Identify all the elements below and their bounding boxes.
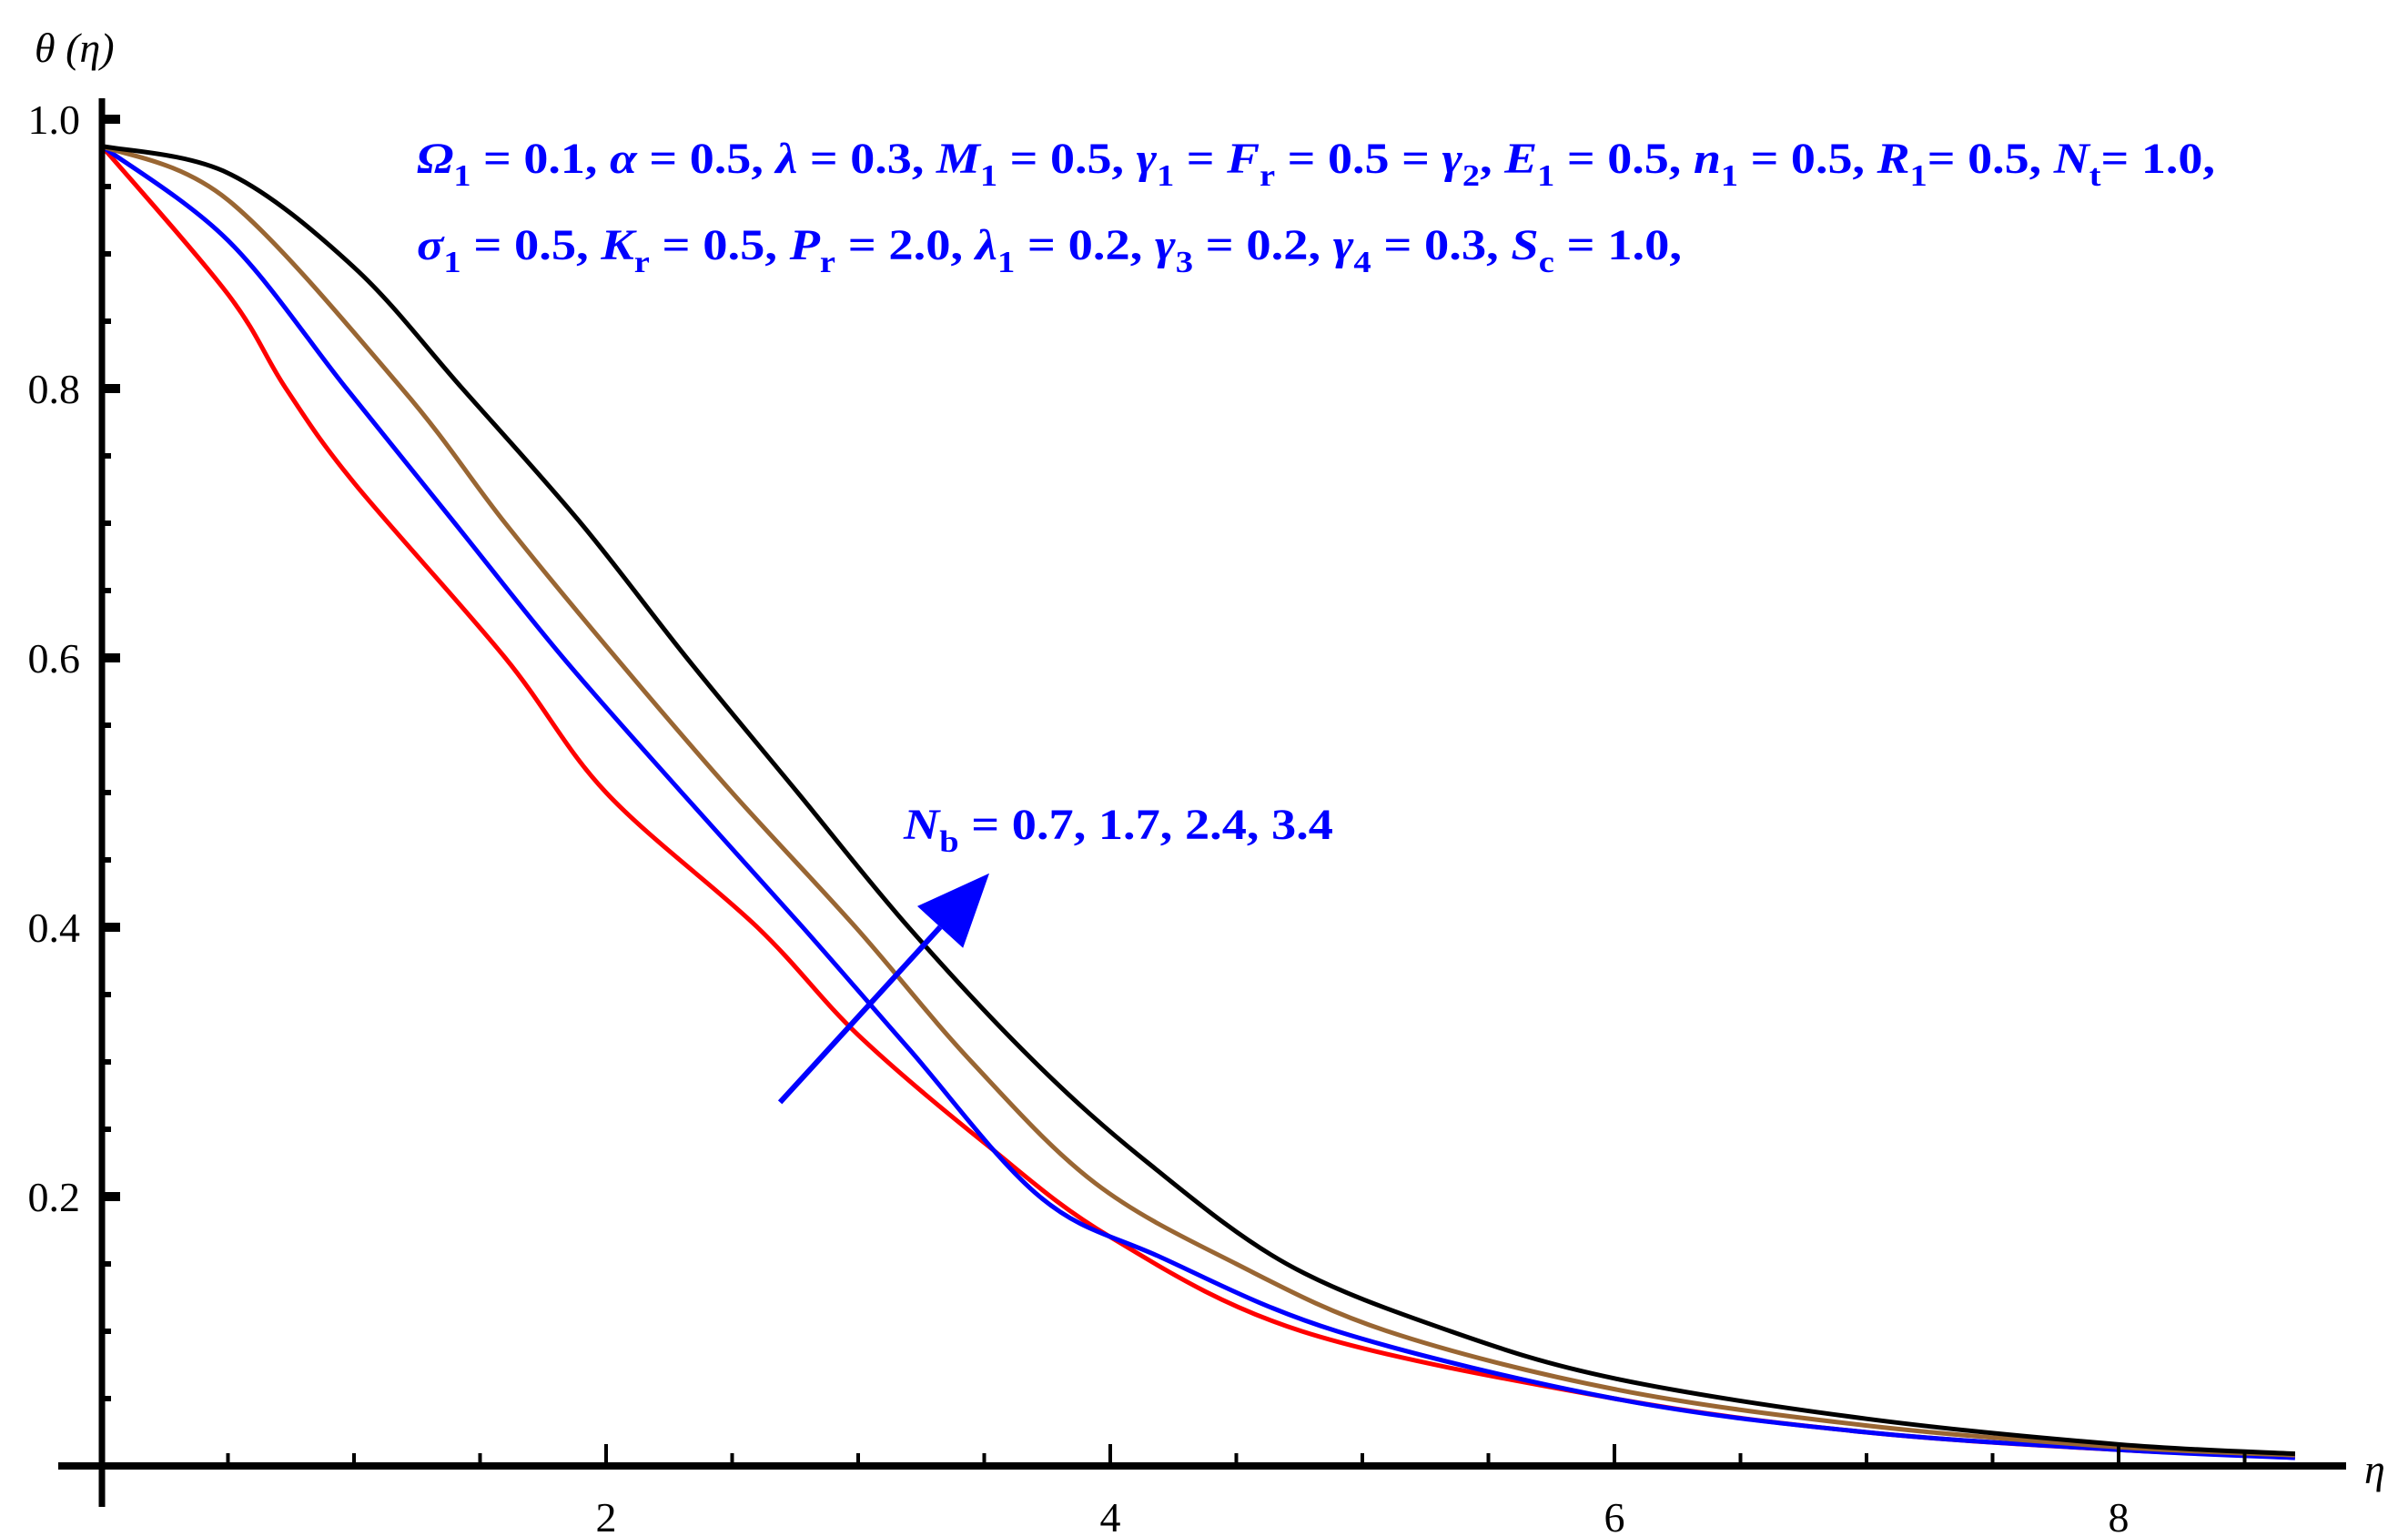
y-tick-label: 0.6 <box>28 635 81 682</box>
param-subscript: 3 <box>1176 246 1193 279</box>
param-symbol: n <box>1694 135 1721 183</box>
y-tick-label: 0.4 <box>28 904 81 951</box>
param-symbol: α <box>610 135 639 183</box>
x-tick-label: 4 <box>1100 1494 1121 1536</box>
x-tick-label: 8 <box>2109 1494 2130 1536</box>
param-value: = 0.5, <box>997 135 1136 183</box>
param-value: = 0.5, <box>461 221 602 269</box>
param-value: = 2.0, <box>835 221 976 269</box>
param-symbol: λ <box>774 135 797 183</box>
param-value: = 0.5, <box>650 221 790 269</box>
param-symbol: R <box>1876 135 1909 183</box>
increase-arrow <box>777 873 990 1105</box>
param-value: = 0.5, <box>1927 135 2054 183</box>
param-subscript: 1 <box>1721 159 1738 193</box>
param-symbol: K <box>600 221 637 269</box>
param-subscript: 1 <box>997 246 1015 279</box>
param-subscript: 2 <box>1462 159 1480 193</box>
param-subscript: c <box>1539 246 1554 279</box>
arrow-head <box>916 873 990 948</box>
series-line-2 <box>101 144 2296 1458</box>
x-axis-label: η <box>2364 1446 2385 1492</box>
param-value: = 0.5, <box>1554 135 1693 183</box>
arrow-shaft <box>777 925 943 1105</box>
param-symbol: γ <box>1155 221 1176 269</box>
param-value: = 0.5, <box>1738 135 1877 183</box>
param-value: = 0.2, <box>1193 221 1333 269</box>
param-subscript: r <box>634 246 650 279</box>
param-value: = 1.0, <box>2101 135 2215 183</box>
param-value: = 0.2, <box>1015 221 1155 269</box>
x-tick-label: 2 <box>596 1494 617 1536</box>
param-symbol: N <box>2053 135 2092 183</box>
param-symbol: σ <box>417 221 445 269</box>
param-value: = 0.5, <box>637 135 775 183</box>
param-symbol: F <box>1226 135 1260 183</box>
x-tick-label: 6 <box>1604 1494 1625 1536</box>
param-value: = <box>1174 135 1227 183</box>
series-line-3 <box>101 144 2296 1457</box>
series-line-1 <box>100 144 2296 1460</box>
param-subscript: b <box>939 825 958 859</box>
param-subscript: t <box>2089 159 2102 193</box>
param-value: = 1.0, <box>1554 221 1682 269</box>
param-value: = 0.1, <box>470 135 609 183</box>
param-subscript: 1 <box>1157 159 1174 193</box>
param-value: = 0.5 = <box>1275 135 1442 183</box>
y-tick-label: 0.2 <box>28 1174 81 1220</box>
param-symbol: λ <box>974 221 997 269</box>
curves <box>100 144 2296 1460</box>
param-symbol: Ω <box>417 135 453 183</box>
param-symbol: γ <box>1333 221 1354 269</box>
param-subscript: 4 <box>1353 246 1371 279</box>
param-subscript: 1 <box>1910 159 1927 193</box>
param-value: = 0.7, 1.7, 2.4, 3.4 <box>959 801 1333 849</box>
y-tick-label: 0.8 <box>28 366 81 412</box>
axes: 2 4 6 8 0.2 0.4 0.6 0.8 1.0 <box>28 96 2346 1536</box>
param-value: = 0.3, <box>797 135 936 183</box>
param-symbol: P <box>788 221 820 269</box>
param-symbol: γ <box>1137 135 1158 183</box>
param-subscript: 1 <box>453 159 470 193</box>
param-value: , <box>1480 135 1504 183</box>
param-subscript: 1 <box>980 159 997 193</box>
param-subscript: 1 <box>1537 159 1554 193</box>
param-subscript: r <box>820 246 835 279</box>
param-subscript: 1 <box>443 246 460 279</box>
y-tick-label: 1.0 <box>28 96 81 143</box>
param-symbol: E <box>1503 135 1537 183</box>
param-symbol: S <box>1511 221 1538 269</box>
param-symbol: γ <box>1442 135 1462 183</box>
param-symbol: M <box>936 135 983 183</box>
y-axis-label: θ (η) <box>35 25 115 71</box>
param-symbol: N <box>903 801 942 849</box>
param-value: = 0.3, <box>1371 221 1512 269</box>
param-subscript: r <box>1260 159 1275 193</box>
